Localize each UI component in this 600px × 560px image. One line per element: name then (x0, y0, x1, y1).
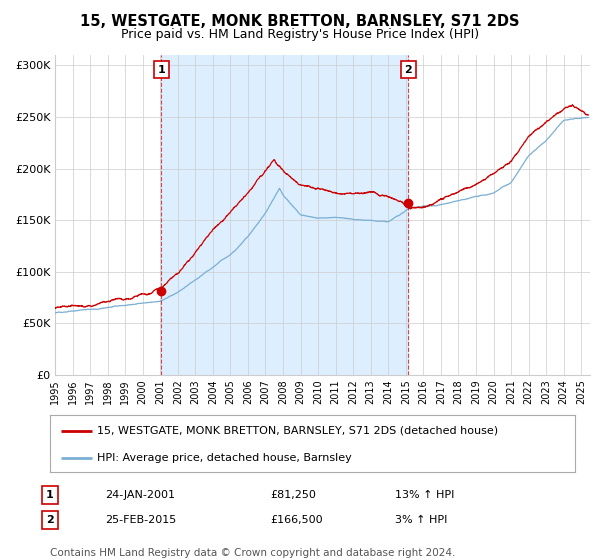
Text: 24-JAN-2001: 24-JAN-2001 (105, 490, 175, 500)
Text: 13% ↑ HPI: 13% ↑ HPI (395, 490, 454, 500)
Text: Price paid vs. HM Land Registry's House Price Index (HPI): Price paid vs. HM Land Registry's House … (121, 28, 479, 41)
Text: 15, WESTGATE, MONK BRETTON, BARNSLEY, S71 2DS (detached house): 15, WESTGATE, MONK BRETTON, BARNSLEY, S7… (97, 426, 499, 436)
Text: 2: 2 (404, 64, 412, 74)
Text: 2: 2 (46, 515, 54, 525)
Text: £81,250: £81,250 (270, 490, 316, 500)
Text: HPI: Average price, detached house, Barnsley: HPI: Average price, detached house, Barn… (97, 452, 352, 463)
Text: 3% ↑ HPI: 3% ↑ HPI (395, 515, 448, 525)
Text: £166,500: £166,500 (270, 515, 323, 525)
Text: 15, WESTGATE, MONK BRETTON, BARNSLEY, S71 2DS: 15, WESTGATE, MONK BRETTON, BARNSLEY, S7… (80, 14, 520, 29)
Text: 1: 1 (46, 490, 54, 500)
Text: Contains HM Land Registry data © Crown copyright and database right 2024.
This d: Contains HM Land Registry data © Crown c… (50, 548, 455, 560)
Bar (161, 55, 409, 375)
Text: 1: 1 (158, 64, 166, 74)
Text: 25-FEB-2015: 25-FEB-2015 (105, 515, 176, 525)
